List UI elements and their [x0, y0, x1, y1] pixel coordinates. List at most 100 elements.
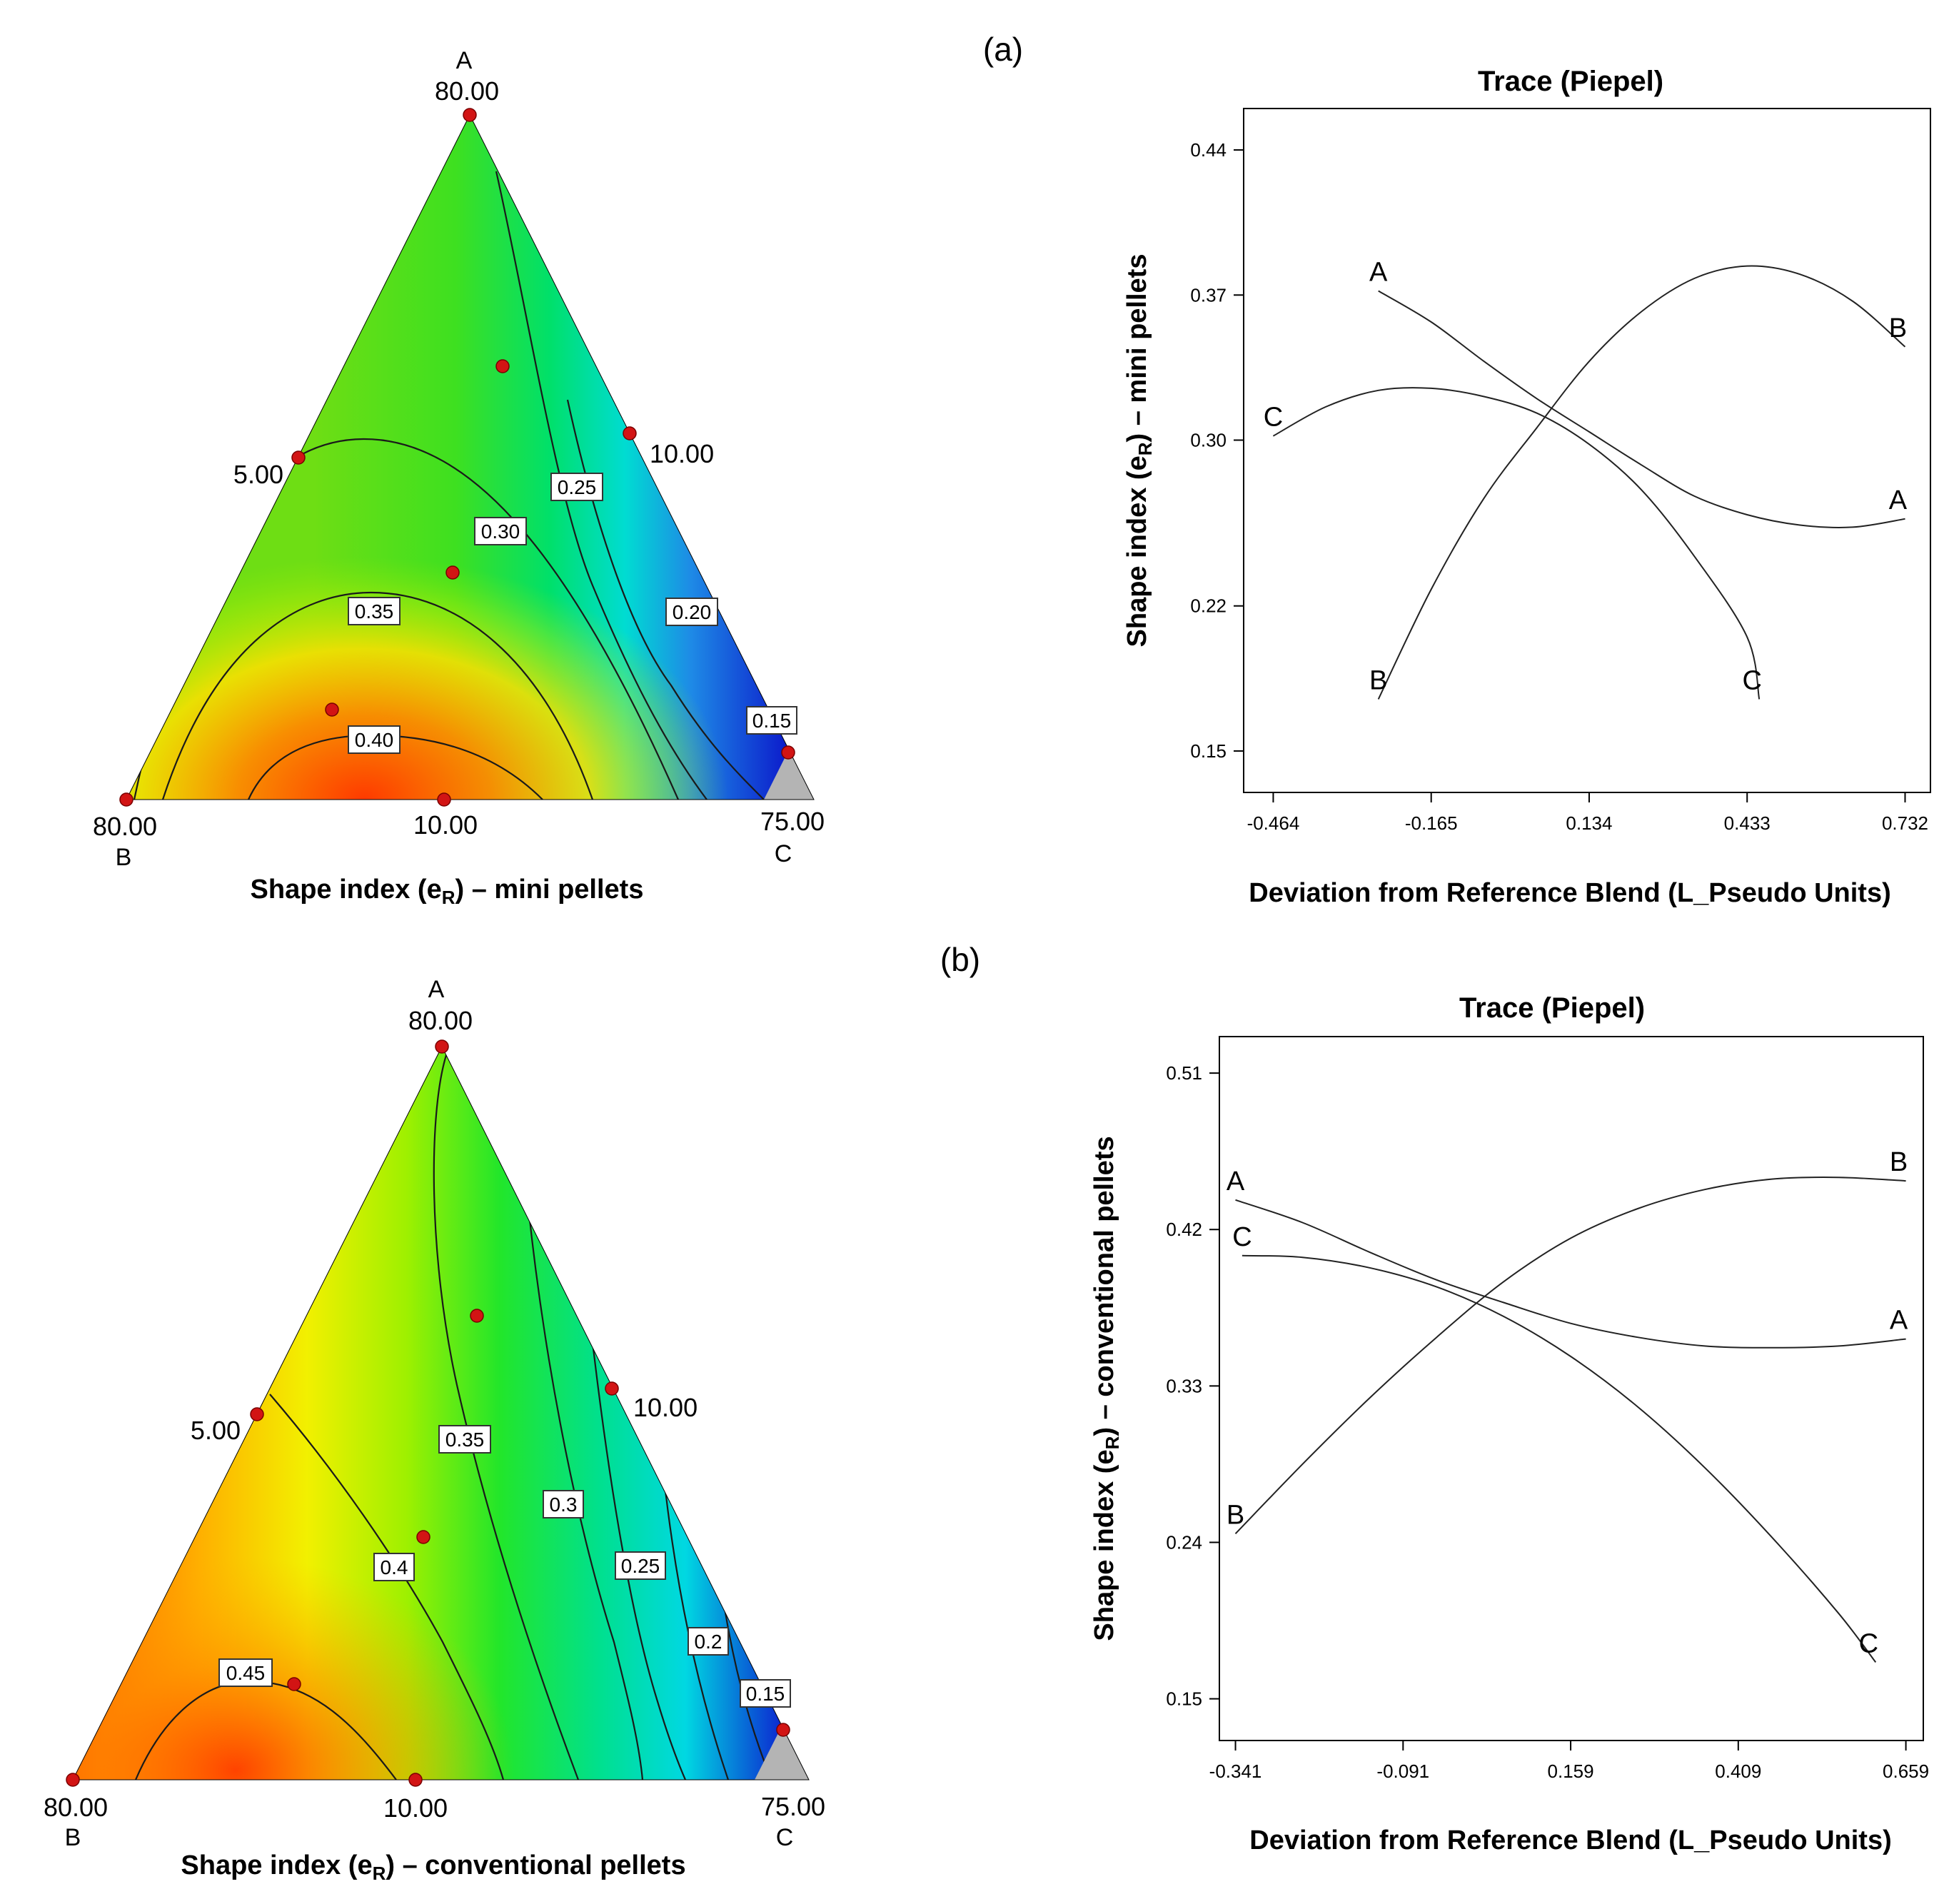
- contour-line-035: [161, 591, 594, 800]
- design-point: [66, 1773, 80, 1787]
- tick-label-right: 75.00: [761, 1792, 825, 1821]
- svg-text:0.15: 0.15: [752, 710, 792, 732]
- contour-label: 0.40: [348, 725, 401, 754]
- tick-label-top: 80.00: [408, 1006, 473, 1035]
- tick-label-bottom-mid: 10.00: [383, 1793, 448, 1823]
- svg-text:0.25: 0.25: [621, 1555, 660, 1577]
- contour-label: 0.15: [740, 1679, 791, 1708]
- x-tick-label: 0.409: [1715, 1761, 1761, 1782]
- contour-label: 0.20: [665, 598, 718, 626]
- svg-text:0.25: 0.25: [558, 476, 597, 498]
- x-tick-label: -0.165: [1405, 812, 1458, 834]
- design-point: [416, 1530, 430, 1544]
- svg-text:0.35: 0.35: [355, 600, 394, 623]
- tick-label-right-mid: 10.00: [633, 1393, 698, 1422]
- svg-text:0.15: 0.15: [746, 1683, 785, 1705]
- contour-line-025: [495, 171, 707, 800]
- panel-label-b: (b): [940, 941, 980, 978]
- ternary-caption-mini: Shape index (eR) – mini pellets: [251, 875, 644, 908]
- design-point: [623, 426, 637, 440]
- svg-text:0.20: 0.20: [673, 601, 712, 623]
- design-point: [445, 565, 460, 580]
- x-tick-label: 0.159: [1548, 1761, 1594, 1782]
- contour-label: 0.4: [373, 1553, 415, 1581]
- x-tick-label: -0.464: [1247, 812, 1300, 834]
- curve-end-label: B: [1890, 1147, 1908, 1177]
- tick-label-right: 75.00: [760, 807, 825, 836]
- trace-title: Trace (Piepel): [1459, 992, 1645, 1024]
- svg-text:0.3: 0.3: [550, 1494, 578, 1516]
- tick-label-right-mid: 10.00: [650, 439, 714, 468]
- x-tick-label: 0.732: [1882, 812, 1928, 834]
- contour-line-035: [433, 1054, 580, 1780]
- tick-label-left-mid: 5.00: [233, 460, 283, 489]
- contour-label: 0.35: [348, 597, 401, 625]
- plot-frame: [1243, 108, 1931, 793]
- ternary-hotspot-conventional: [73, 1047, 809, 1780]
- svg-text:0.45: 0.45: [226, 1662, 266, 1684]
- trace-curve-c: [1242, 1254, 1877, 1663]
- svg-text:0.4: 0.4: [381, 1556, 408, 1578]
- vertex-label-c: C: [776, 1824, 794, 1851]
- trace-curve-a: [1378, 290, 1905, 528]
- contour-label: 0.2: [688, 1627, 729, 1656]
- design-point: [325, 702, 339, 717]
- design-point: [470, 1309, 484, 1323]
- design-point: [463, 108, 477, 122]
- contour-label: 0.15: [746, 706, 797, 735]
- y-tick-label: 0.37: [1190, 284, 1227, 306]
- contour-label: 0.35: [438, 1425, 491, 1454]
- svg-text:0.35: 0.35: [445, 1429, 485, 1451]
- vertex-label-b: B: [65, 1824, 81, 1851]
- design-point: [408, 1773, 423, 1787]
- x-tick-label: 0.659: [1883, 1761, 1929, 1782]
- contour-label: 0.45: [218, 1658, 273, 1687]
- contour-labels-conventional: 0.15 0.2 0.25 0.3 0.35 0.4: [218, 1425, 791, 1708]
- curve-start-label: A: [1227, 1167, 1245, 1197]
- y-tick-label: 0.44: [1190, 139, 1227, 161]
- y-tick-label: 0.24: [1166, 1531, 1202, 1553]
- x-tick-label: 0.134: [1566, 812, 1612, 834]
- design-point: [250, 1407, 264, 1421]
- trace-curve-b: [1377, 265, 1906, 700]
- tick-label-left-mid: 5.00: [191, 1416, 241, 1445]
- design-point: [776, 1723, 790, 1737]
- y-tick-label: 0.42: [1166, 1219, 1202, 1240]
- y-axis-title: Shape index (eR) – conventional pellets: [1089, 1136, 1123, 1641]
- x-tick-label: 0.433: [1724, 812, 1771, 834]
- y-tick-label: 0.33: [1166, 1375, 1202, 1396]
- contour-label: 0.3: [543, 1490, 584, 1518]
- design-point: [119, 792, 134, 807]
- tick-label-left: 80.00: [44, 1793, 108, 1822]
- x-tick-label: -0.091: [1376, 1761, 1429, 1782]
- trace-title: Trace (Piepel): [1478, 66, 1663, 97]
- ternary-plot-conventional: 0.15 0.2 0.25 0.3 0.35 0.4: [44, 976, 825, 1884]
- contour-label: 0.25: [615, 1551, 666, 1580]
- trace-curve-b: [1234, 1177, 1906, 1534]
- y-tick-label: 0.51: [1166, 1062, 1202, 1084]
- design-point: [495, 359, 510, 373]
- curve-end-label: A: [1889, 485, 1908, 515]
- y-tick-label: 0.30: [1190, 429, 1227, 450]
- curve-start-label: B: [1227, 1500, 1244, 1530]
- trace-curve-a: [1235, 1199, 1906, 1349]
- x-axis-title: Deviation from Reference Blend (L_Pseudo…: [1249, 1825, 1892, 1855]
- trace-plot-conventional: Trace (Piepel) Shape index (eR) – conven…: [1089, 992, 1929, 1855]
- vertex-label-a: A: [456, 47, 473, 74]
- curve-start-label: B: [1369, 665, 1387, 695]
- design-point: [435, 1039, 449, 1054]
- y-axis-title: Shape index (eR) – mini pellets: [1122, 254, 1156, 648]
- design-point: [287, 1677, 301, 1691]
- trace-curve-c: [1272, 387, 1761, 700]
- excluded-region: [764, 750, 814, 800]
- x-tick-label: -0.341: [1209, 1761, 1262, 1782]
- contour-line-040: [269, 1394, 505, 1780]
- vertex-label-a: A: [428, 976, 445, 1003]
- excluded-region: [755, 1726, 809, 1780]
- tick-label-bottom-mid: 10.00: [413, 810, 478, 840]
- ternary-plot-mini: 0.15 0.20 0.25 0.30 0.35 0.40: [93, 47, 825, 908]
- tick-label-left: 80.00: [93, 812, 157, 841]
- design-point: [781, 745, 795, 760]
- contour-line-030: [527, 1206, 644, 1780]
- ternary-caption-conventional: Shape index (eR) – conventional pellets: [181, 1850, 685, 1884]
